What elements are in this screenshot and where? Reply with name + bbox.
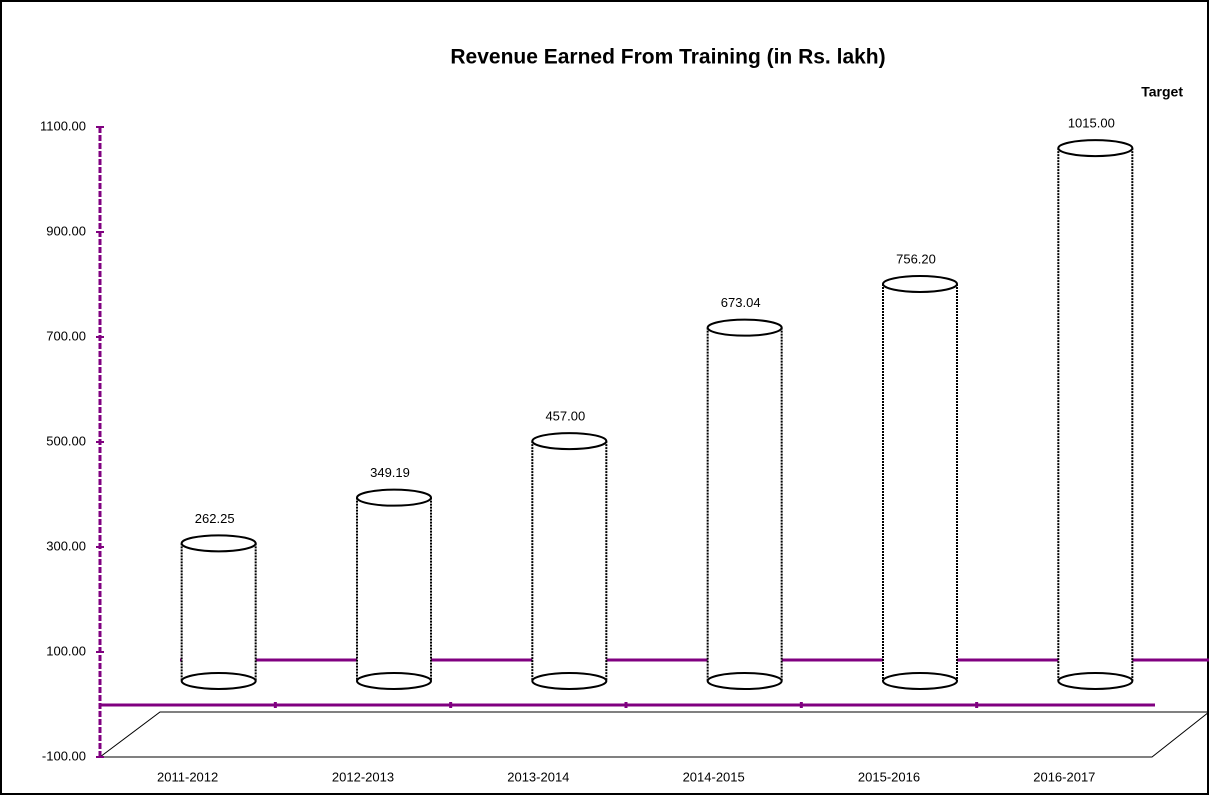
data-label: 1015.00 [1068, 116, 1115, 131]
bar [1057, 139, 1134, 690]
bar-top [531, 432, 608, 451]
bar-base [706, 672, 783, 690]
bar-top [180, 534, 257, 553]
bar-top [1057, 139, 1134, 158]
bar-top [706, 318, 783, 337]
bar-body [532, 441, 607, 681]
x-tick-label: 2012-2013 [332, 769, 394, 784]
bar-body [357, 497, 431, 681]
y-tick-label: 1100.00 [40, 118, 86, 133]
x-tick-label: 2014-2015 [683, 769, 745, 784]
data-label: 756.20 [896, 251, 936, 266]
chart-title: Revenue Earned From Training (in Rs. lak… [450, 46, 885, 69]
y-tick-label: -100.00 [42, 748, 86, 763]
bar-body [707, 327, 782, 681]
y-tick-label: 100.00 [46, 643, 86, 658]
bar [531, 432, 608, 690]
y-tick-label: 300.00 [46, 538, 86, 553]
bar-body [883, 283, 957, 681]
bar [882, 274, 958, 690]
x-tick-label: 2011-2012 [157, 769, 218, 784]
x-tick-label: 2016-2017 [1033, 769, 1095, 784]
bar-base [1057, 672, 1134, 690]
annotation: Target [1141, 84, 1183, 100]
y-tick-label: 900.00 [46, 223, 86, 238]
bar-base [882, 672, 958, 690]
bar-base [531, 672, 608, 690]
bar [180, 534, 257, 690]
bar [706, 318, 783, 690]
bar-top [882, 274, 958, 293]
bar-top [356, 488, 432, 507]
data-label: 673.04 [721, 295, 761, 310]
bar-body [181, 543, 256, 681]
bar-body [1058, 148, 1133, 681]
x-tick-label: 2013-2014 [507, 769, 569, 784]
y-tick-label: 700.00 [46, 328, 86, 343]
bar-base [356, 672, 432, 690]
bar [356, 488, 432, 690]
data-label: 349.19 [370, 465, 410, 480]
y-tick-label: 500.00 [46, 433, 86, 448]
x-tick-label: 2015-2016 [858, 769, 920, 784]
data-label: 457.00 [545, 409, 585, 424]
floor [98, 711, 1209, 758]
bar-base [180, 672, 257, 690]
data-label: 262.25 [195, 511, 235, 526]
